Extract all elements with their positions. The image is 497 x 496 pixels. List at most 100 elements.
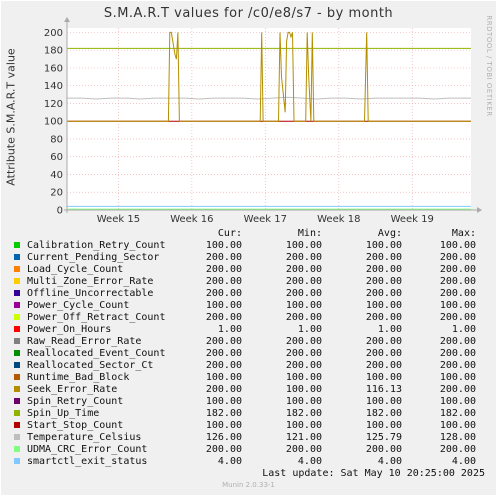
legend-avg-value: 100.00 (365, 300, 402, 311)
legend-avg-value: 200.00 (365, 348, 402, 359)
legend-cur-value: 200.00 (205, 384, 242, 395)
legend-max-value: 4.00 (451, 456, 476, 467)
legend-max-value: 100.00 (439, 300, 476, 311)
legend-avg-value: 4.00 (377, 456, 402, 467)
legend-swatch (14, 446, 20, 452)
legend-swatch (14, 422, 20, 428)
legend-swatch (14, 458, 20, 464)
legend-avg-value: 182.00 (365, 408, 402, 419)
legend-min-value: 200.00 (285, 264, 322, 275)
legend-series-name: Spin_Retry_Count (27, 396, 124, 407)
legend-swatch (14, 314, 20, 320)
legend-row: Seek_Error_Rate 200.00 100.00 116.13 200.00 (12, 384, 486, 396)
header-min: Min: (297, 228, 322, 239)
legend-avg-value: 100.00 (365, 420, 402, 431)
legend-min-value: 1.00 (297, 324, 322, 335)
y-tick-label: 40 (50, 170, 63, 181)
legend-cur-value: 100.00 (205, 420, 242, 431)
legend-row: Calibration_Retry_Count 100.00 100.00 100.0… (12, 240, 486, 252)
legend-min-value: 200.00 (285, 276, 322, 287)
legend-series-name: UDMA_CRC_Error_Count (27, 444, 148, 455)
legend-row: smartctl_exit_status 4.00 4.00 4.00 4.00 (12, 456, 486, 468)
legend-swatch (14, 302, 20, 308)
legend-rows: Calibration_Retry_Count 100.00 100.00 100.0… (12, 240, 486, 468)
legend-avg-value: 200.00 (365, 264, 402, 275)
legend-max-value: 200.00 (439, 384, 476, 395)
legend-series-name: Offline_Uncorrectable (27, 288, 154, 299)
legend-cur-value: 200.00 (205, 348, 242, 359)
legend-row: Multi_Zone_Error_Rate 200.00 200.00 200.00 2… (12, 276, 486, 288)
y-tick-label: 80 (50, 134, 63, 145)
legend-series-name: Calibration_Retry_Count (27, 240, 166, 251)
legend-series-name: Current_Pending_Sector (27, 252, 160, 263)
legend-min-value: 100.00 (285, 240, 322, 251)
legend-header: Cur: Min: Avg: Max: (12, 228, 486, 240)
legend-min-value: 121.00 (285, 432, 322, 443)
x-tick-label: Week 16 (170, 214, 213, 225)
legend-avg-value: 200.00 (365, 336, 402, 347)
header-cur: Cur: (217, 228, 242, 239)
legend-min-value: 100.00 (285, 300, 322, 311)
y-tick-label: 0 (57, 206, 63, 217)
legend-series-name: Multi_Zone_Error_Rate (27, 276, 154, 287)
legend-series-name: Start_Stop_Count (27, 420, 124, 431)
legend-swatch (14, 326, 20, 332)
legend-swatch (14, 266, 20, 272)
x-axis-arrow (477, 207, 482, 213)
legend-max-value: 200.00 (439, 252, 476, 263)
last-update: Last update: Sat May 10 20:25:00 2025 (262, 468, 485, 479)
legend-series-name: Load_Cycle_Count (27, 264, 124, 275)
legend-avg-value: 200.00 (365, 288, 402, 299)
legend-series-name: Power_Off_Retract_Count (27, 312, 166, 323)
legend-avg-value: 1.00 (377, 324, 402, 335)
legend-min-value: 200.00 (285, 360, 322, 371)
legend-row: Runtime_Bad_Block 100.00 100.00 100.00 100.0… (12, 372, 486, 384)
legend-series-name: Temperature_Celsius (27, 432, 142, 443)
legend-max-value: 182.00 (439, 408, 476, 419)
legend-row: Offline_Uncorrectable 200.00 200.00 200.00 2… (12, 288, 486, 300)
legend-avg-value: 100.00 (365, 396, 402, 407)
legend-row: Reallocated_Sector_Ct 200.00 200.00 200.00 2… (12, 360, 486, 372)
x-tick-label: Week 15 (97, 214, 140, 225)
legend-swatch (14, 350, 20, 356)
legend-swatch (14, 278, 20, 284)
legend-cur-value: 200.00 (205, 264, 242, 275)
legend-avg-value: 100.00 (365, 240, 402, 251)
munin-version: Munin 2.0.33-1 (222, 481, 275, 489)
legend-max-value: 200.00 (439, 348, 476, 359)
legend-swatch (14, 410, 20, 416)
y-tick-label: 20 (50, 188, 63, 199)
legend-row: Load_Cycle_Count 200.00 200.00 200.00 200.00 (12, 264, 486, 276)
legend-cur-value: 126.00 (205, 432, 242, 443)
legend-row: Power_Off_Retract_Count 200.00 200.00 200.0… (12, 312, 486, 324)
legend-avg-value: 200.00 (365, 252, 402, 263)
y-tick-labels: 0 20 40 60 80 100 120 140 160 180 200 (44, 28, 63, 217)
header-avg: Avg: (377, 228, 402, 239)
legend-max-value: 200.00 (439, 312, 476, 323)
legend-avg-value: 125.79 (365, 432, 402, 443)
y-axis-arrow (64, 17, 70, 22)
legend-swatch (14, 398, 20, 404)
legend-cur-value: 100.00 (205, 240, 242, 251)
legend-row: Power_On_Hours 1.00 1.00 1.00 1.00 (12, 324, 486, 336)
legend-row: Raw_Read_Error_Rate 200.00 200.00 200.00 200… (12, 336, 486, 348)
legend-max-value: 200.00 (439, 276, 476, 287)
legend-swatch (14, 362, 20, 368)
legend-row: Start_Stop_Count 100.00 100.00 100.00 100.00 (12, 420, 486, 432)
legend-cur-value: 100.00 (205, 396, 242, 407)
legend-swatch (14, 242, 20, 248)
legend-cur-value: 200.00 (205, 312, 242, 323)
legend-swatch (14, 338, 20, 344)
y-tick-label: 120 (44, 99, 63, 110)
axes (64, 17, 482, 213)
legend-avg-value: 200.00 (365, 360, 402, 371)
legend-max-value: 128.00 (439, 432, 476, 443)
vertical-gridlines (118, 28, 413, 210)
legend-max-value: 200.00 (439, 288, 476, 299)
legend-series-name: smartctl_exit_status (27, 456, 148, 467)
plot-area (67, 28, 471, 210)
legend-cur-value: 200.00 (205, 336, 242, 347)
legend-min-value: 100.00 (285, 372, 322, 383)
legend-cur-value: 200.00 (205, 252, 242, 263)
legend-max-value: 100.00 (439, 396, 476, 407)
